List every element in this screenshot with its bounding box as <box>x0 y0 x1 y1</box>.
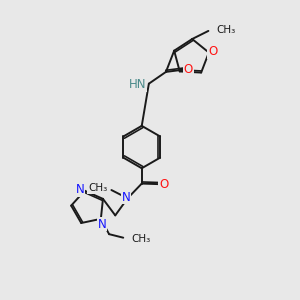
Text: O: O <box>159 178 168 191</box>
Text: CH₃: CH₃ <box>217 25 236 35</box>
Text: CH₃: CH₃ <box>88 183 107 193</box>
Text: N: N <box>76 183 84 196</box>
Text: HN: HN <box>129 78 146 92</box>
Text: O: O <box>208 45 217 58</box>
Text: O: O <box>184 63 193 76</box>
Text: CH₃: CH₃ <box>131 234 150 244</box>
Text: N: N <box>98 218 107 231</box>
Text: N: N <box>122 190 130 204</box>
